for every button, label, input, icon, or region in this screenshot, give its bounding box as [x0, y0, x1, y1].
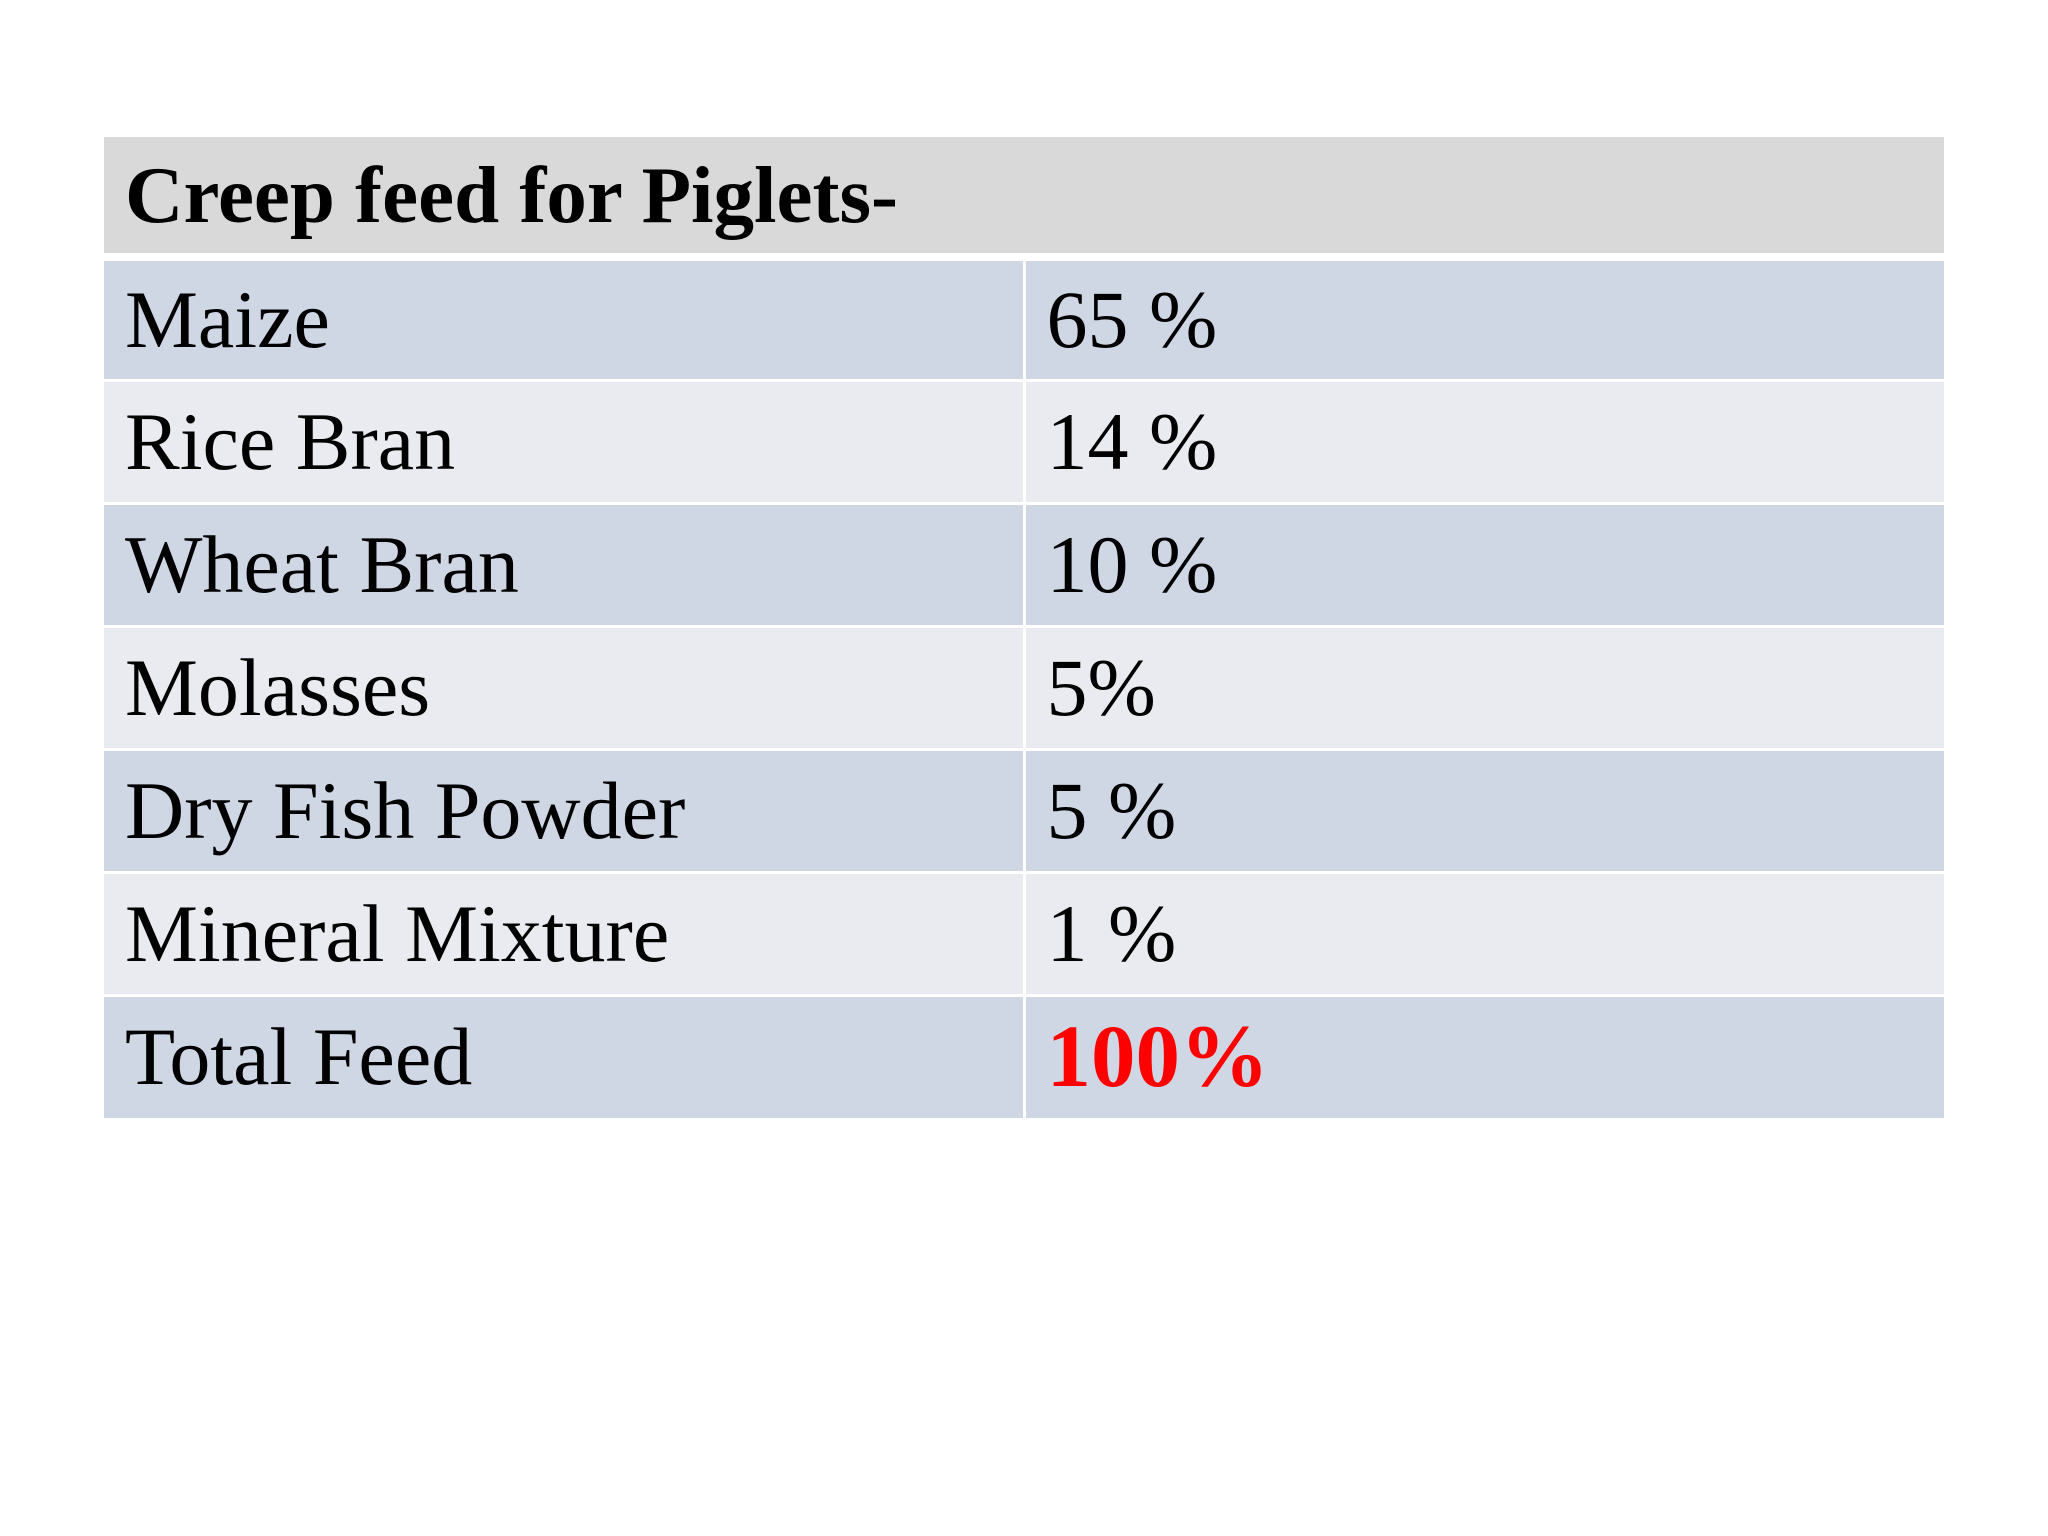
- table-row: Molasses 5%: [104, 624, 1944, 749]
- total-value-cell: 100%: [1024, 993, 1944, 1118]
- ingredient-cell: Rice Bran: [104, 378, 1026, 503]
- table-row: Rice Bran 14 %: [104, 378, 1944, 503]
- table-row: Wheat Bran 10 %: [104, 501, 1944, 626]
- percent-cell: 5 %: [1024, 747, 1944, 872]
- ingredient-cell: Mineral Mixture: [104, 870, 1026, 995]
- ingredient-cell: Wheat Bran: [104, 501, 1026, 626]
- table-row: Maize 65 %: [104, 255, 1944, 380]
- percent-cell: 5%: [1024, 624, 1944, 749]
- ingredient-cell: Molasses: [104, 624, 1026, 749]
- percent-cell: 10 %: [1024, 501, 1944, 626]
- percent-cell: 1 %: [1024, 870, 1944, 995]
- percent-cell: 14 %: [1024, 378, 1944, 503]
- table-title: Creep feed for Piglets-: [104, 137, 1944, 261]
- creep-feed-table: Creep feed for Piglets- Maize 65 % Rice …: [104, 137, 1944, 1118]
- percent-cell: 65 %: [1024, 255, 1944, 380]
- table-row: Dry Fish Powder 5 %: [104, 747, 1944, 872]
- table-header-row: Creep feed for Piglets-: [104, 137, 1944, 261]
- ingredient-cell: Maize: [104, 255, 1026, 380]
- ingredient-cell: Dry Fish Powder: [104, 747, 1026, 872]
- total-label-cell: Total Feed: [104, 993, 1026, 1118]
- table-row: Mineral Mixture 1 %: [104, 870, 1944, 995]
- total-row: Total Feed 100%: [104, 993, 1944, 1118]
